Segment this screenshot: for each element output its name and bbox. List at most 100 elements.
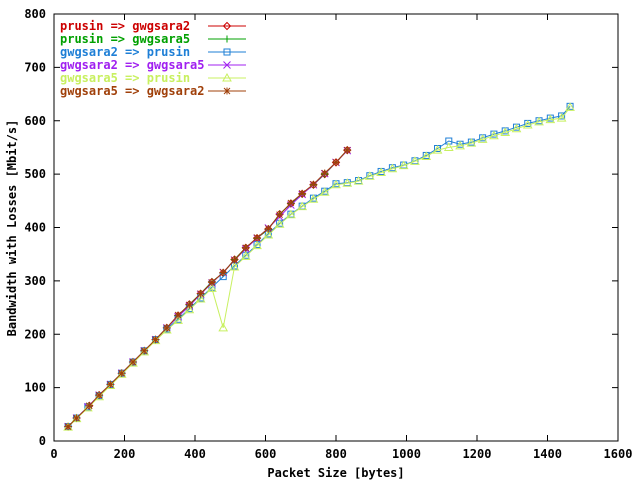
data-point [118, 369, 126, 377]
data-point [252, 240, 262, 250]
series-5 [64, 146, 351, 431]
data-point [106, 380, 114, 388]
data-point [343, 146, 351, 154]
data-point [163, 324, 171, 332]
data-point [274, 219, 285, 228]
data-point [332, 158, 340, 166]
y-tick-label: 800 [24, 7, 46, 21]
x-tick-label: 1600 [604, 447, 633, 461]
data-point [218, 322, 229, 332]
data-point [331, 179, 341, 189]
data-point [489, 130, 499, 140]
x-tick-label: 1000 [392, 447, 421, 461]
y-tick-label: 100 [24, 381, 46, 395]
data-point [219, 268, 227, 276]
legend-label: gwgsara2 => prusin [60, 45, 190, 59]
data-point [207, 283, 217, 292]
y-tick-label: 500 [24, 167, 46, 181]
data-point [500, 127, 511, 136]
legend-marker [223, 48, 231, 56]
data-point [208, 278, 216, 286]
legend-marker [222, 21, 232, 31]
x-tick-label: 1200 [463, 447, 492, 461]
y-tick-label: 0 [39, 434, 46, 448]
data-point [319, 187, 330, 196]
legend-marker [223, 61, 231, 69]
y-tick-label: 200 [24, 327, 46, 341]
data-point [511, 123, 522, 133]
data-point [297, 201, 308, 211]
data-point [82, 402, 93, 412]
data-point [128, 358, 138, 367]
data-point [94, 391, 104, 401]
data-point [353, 176, 364, 185]
data-point [398, 160, 409, 170]
data-point [565, 102, 575, 111]
data-point [376, 167, 386, 177]
data-point [556, 113, 567, 122]
data-point [432, 145, 443, 154]
x-tick-label: 600 [255, 447, 277, 461]
data-point [95, 391, 103, 399]
data-point [73, 414, 81, 422]
data-point [522, 120, 533, 129]
y-tick-label: 300 [24, 274, 46, 288]
data-point [477, 134, 488, 143]
data-point [253, 234, 261, 242]
y-tick-label: 600 [24, 114, 46, 128]
data-point [242, 244, 250, 252]
data-point [309, 180, 317, 188]
data-point [64, 423, 72, 431]
y-axis-title: Bandwidth with Losses [Mbit/s] [5, 120, 19, 337]
data-point [140, 347, 148, 355]
data-point [410, 156, 420, 165]
legend-label: gwgsara5 => prusin [60, 71, 190, 85]
data-point [152, 336, 160, 344]
x-axis-title: Packet Size [bytes] [267, 466, 404, 480]
x-tick-label: 0 [50, 447, 57, 461]
y-tick-label: 400 [24, 221, 46, 235]
x-tick-label: 400 [184, 447, 206, 461]
data-point [558, 112, 566, 120]
data-point [364, 171, 375, 180]
series-4 [63, 102, 575, 431]
data-point [455, 140, 465, 150]
legend-label: prusin => gwgsara5 [60, 32, 190, 46]
legend-marker [223, 35, 231, 43]
data-point [534, 116, 544, 126]
x-tick-label: 200 [114, 447, 136, 461]
legend-marker [222, 72, 232, 82]
data-point [230, 256, 238, 264]
data-point [443, 142, 454, 151]
data-point [197, 290, 205, 298]
legend-label: gwgsara5 => gwgsara2 [60, 84, 205, 98]
data-point [342, 178, 353, 187]
data-point [85, 402, 93, 410]
data-point [321, 169, 329, 177]
data-point [286, 209, 296, 219]
data-point [195, 294, 206, 303]
data-point [129, 358, 137, 366]
x-tick-label: 800 [325, 447, 347, 461]
data-point [139, 346, 150, 356]
data-point [264, 225, 272, 233]
data-point [276, 211, 284, 219]
series-line [67, 107, 571, 428]
data-point [229, 261, 240, 271]
data-point [308, 194, 319, 203]
data-point [184, 304, 195, 314]
data-point [263, 229, 274, 239]
legend-marker [223, 87, 231, 95]
data-point [174, 311, 182, 319]
legend-label: gwgsara2 => gwgsara5 [60, 58, 205, 72]
data-point [240, 251, 251, 260]
series-layer [63, 102, 575, 431]
data-point [466, 138, 477, 147]
ticks-layer: 0 200 400 600 800 1000 1200 1400 1600 0 100 200 300 4… [24, 7, 632, 461]
y-tick-label: 700 [24, 60, 46, 74]
data-point [116, 369, 127, 378]
data-point [387, 163, 398, 173]
data-point [150, 335, 161, 345]
